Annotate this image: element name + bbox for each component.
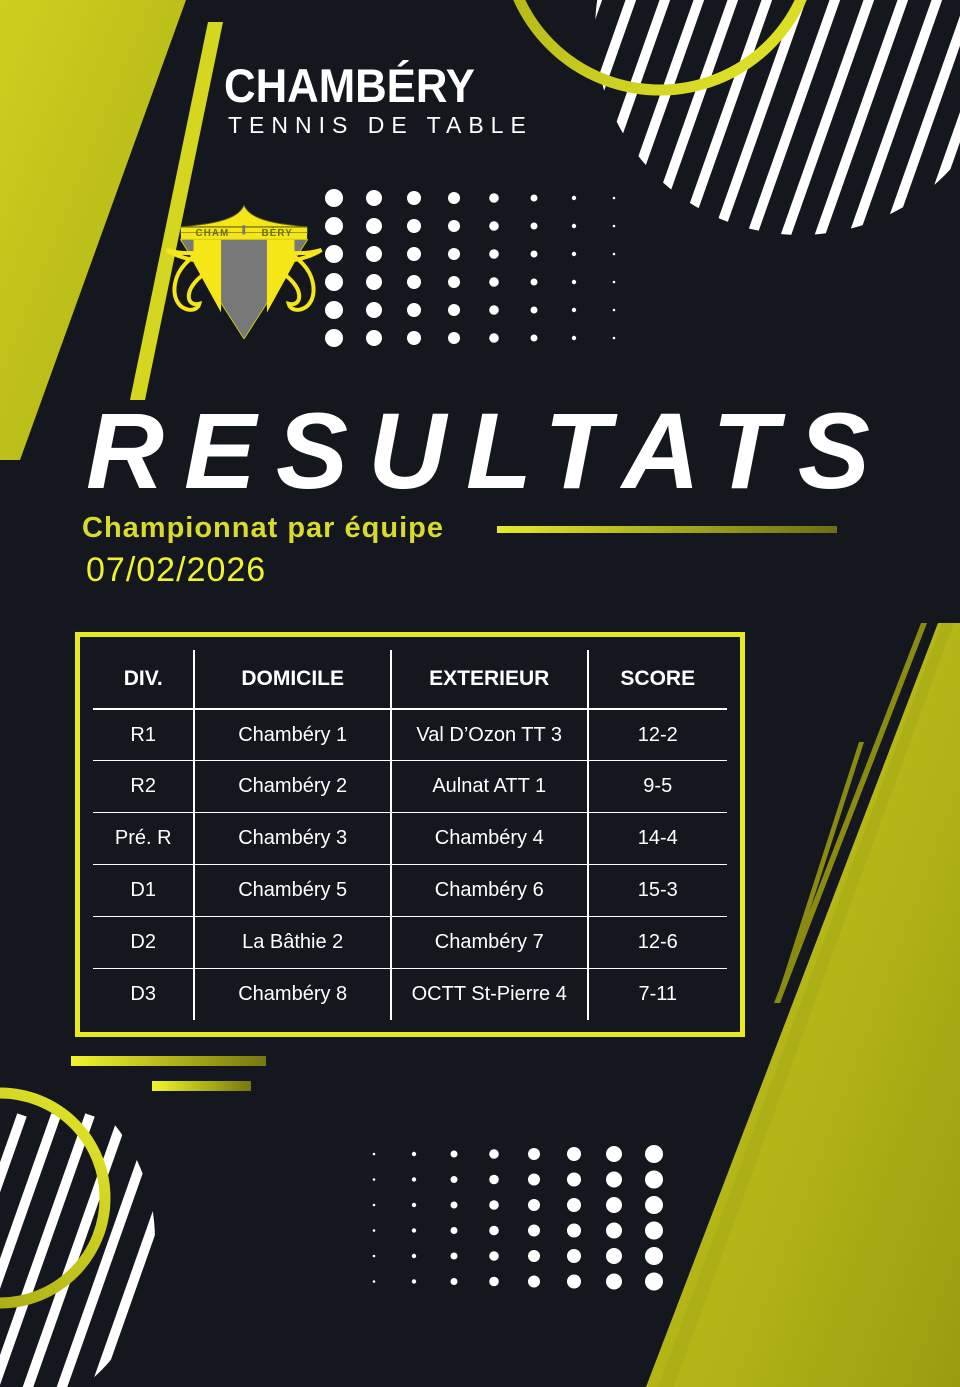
- svg-text:CHAM: CHAM: [196, 228, 230, 239]
- svg-text:BÉRY: BÉRY: [262, 228, 293, 239]
